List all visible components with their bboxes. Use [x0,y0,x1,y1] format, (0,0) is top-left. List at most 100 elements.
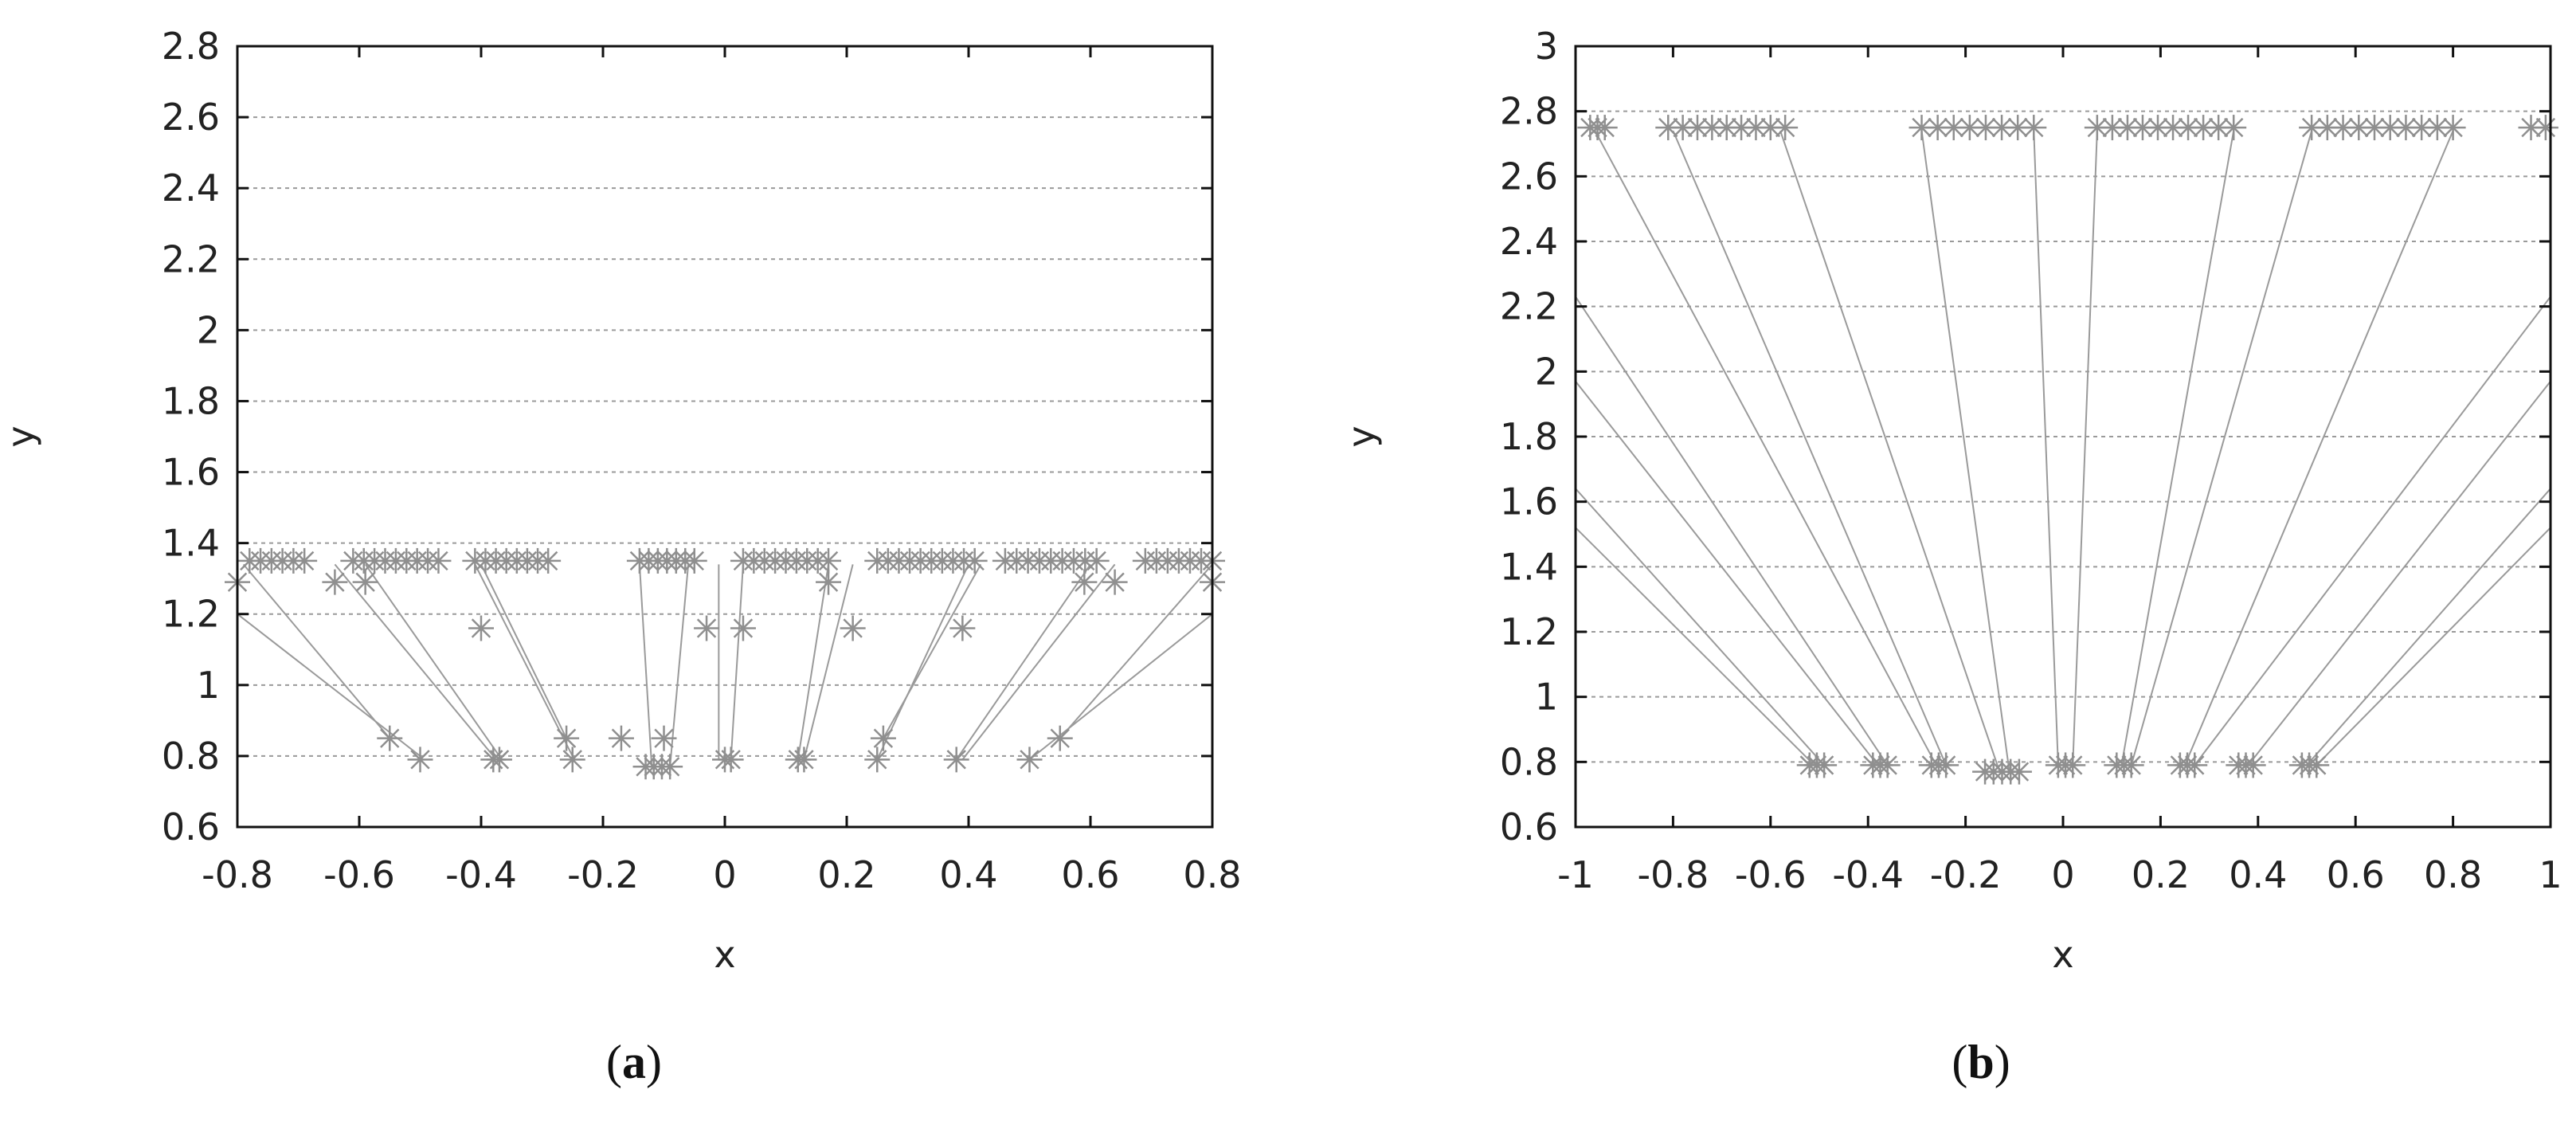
data-point [292,547,318,574]
data-point [1713,115,1740,141]
series-line [730,564,744,760]
data-point [468,615,494,641]
data-point [2060,752,2086,778]
data-point [322,569,348,595]
series-line [1779,130,2001,772]
data-point [816,547,842,574]
data-point [2182,752,2208,778]
data-point [535,547,562,574]
plot-frame [236,45,1214,829]
series-line [1920,131,2010,772]
data-point [949,615,976,641]
y-tick-label: 1.2 [162,593,220,636]
y-tick-label: 1.8 [162,379,220,422]
series-line [2247,380,2551,766]
data-point [2190,115,2217,141]
data-point [961,547,988,574]
data-point [1757,115,1783,141]
x-tick-label: -0.6 [323,853,395,896]
series-line [1575,527,1815,766]
data-point [486,747,512,773]
data-point [2021,115,2047,141]
x-tick-label: -0.8 [1638,853,1709,896]
data-point [2240,752,2266,778]
x-axis-label: x [714,933,735,976]
data-point [1811,752,1838,778]
series-line [2120,130,2235,766]
series-line [1575,296,1889,766]
data-point [2206,115,2232,141]
data-point [2129,115,2155,141]
series-line [1575,488,1825,766]
data-point [1772,115,1799,141]
data-point [608,725,634,751]
data-point [2304,752,2330,778]
series-line [2184,130,2454,766]
series-line [364,563,500,757]
series-line [242,563,391,739]
y-tick-label: 3 [1535,25,1558,68]
series-line [1672,130,1948,766]
data-point [1591,115,1618,141]
y-axis-label: y [1340,425,1383,447]
y-tick-label: 1.2 [1500,610,1558,653]
x-tick-label: 0.2 [817,853,875,896]
x-tick-label: -0.6 [1735,853,1807,896]
y-tick-label: 0.8 [1500,740,1558,783]
data-point [2330,115,2356,141]
data-point [730,615,756,641]
data-point [718,747,744,773]
series-line [2316,527,2551,766]
chart-panel-b: -1 -0.8 -0.6 -0.4 -0.2 0 0.2 0.4 0.6 0.8 1 0.6 0.8 1… [1340,25,2562,1088]
data-point [2006,758,2032,785]
series-line [474,563,574,757]
y-tick-label: 1.6 [1500,480,1558,523]
series-line [876,563,969,760]
x-tick-label: -0.4 [445,853,517,896]
x-tick-label: 0.6 [1061,853,1119,896]
y-tick-label: 2.4 [1500,220,1558,263]
series-line [2072,131,2098,766]
series-line [638,564,653,767]
y-tick-label: 2.8 [162,25,220,68]
data-point [407,747,433,773]
data-point [2409,115,2435,141]
x-tick-label: -0.2 [1930,853,2002,896]
y-tick-label: 1 [1535,676,1558,719]
data-point [791,747,817,773]
data-point [377,725,403,751]
data-point [651,725,677,751]
series-line [2033,131,2059,766]
series-line [480,563,567,739]
x-tick-label: -0.2 [567,853,639,896]
x-tick-label: -1 [1557,853,1594,896]
panel-caption: (a) [606,1036,662,1088]
series-line [803,564,854,760]
data-point [870,725,896,751]
y-tick-label: 0.6 [1500,805,1558,849]
data-point [1047,725,1073,751]
series-line [1059,563,1213,739]
y-tick-label: 1.8 [1500,415,1558,458]
x-axis-label: x [2052,933,2073,976]
data-point [816,569,842,595]
data-point [2114,115,2140,141]
data-point [943,747,969,773]
series-line [955,563,1091,760]
chart-panel-a: -0.8 -0.6 -0.4 -0.2 0 0.2 0.4 0.6 0.8 0.6 0.8 1 1.2… [0,25,1242,1088]
data-point [1874,752,1901,778]
x-tick-label: 0.8 [2424,853,2482,896]
data-point [554,725,580,751]
series-line [334,563,495,757]
data-point [2084,115,2110,141]
series-line [1575,380,1879,766]
y-tick-label: 0.8 [162,735,220,778]
data-point [1102,569,1128,595]
x-tick-label: 0.4 [939,853,997,896]
y-tick-label: 0.6 [162,805,220,849]
data-point [1655,115,1681,141]
x-tick-label: 0 [713,853,736,896]
y-tick-label: 2.8 [1500,90,1558,133]
x-tick-label: 0.2 [2132,853,2190,896]
